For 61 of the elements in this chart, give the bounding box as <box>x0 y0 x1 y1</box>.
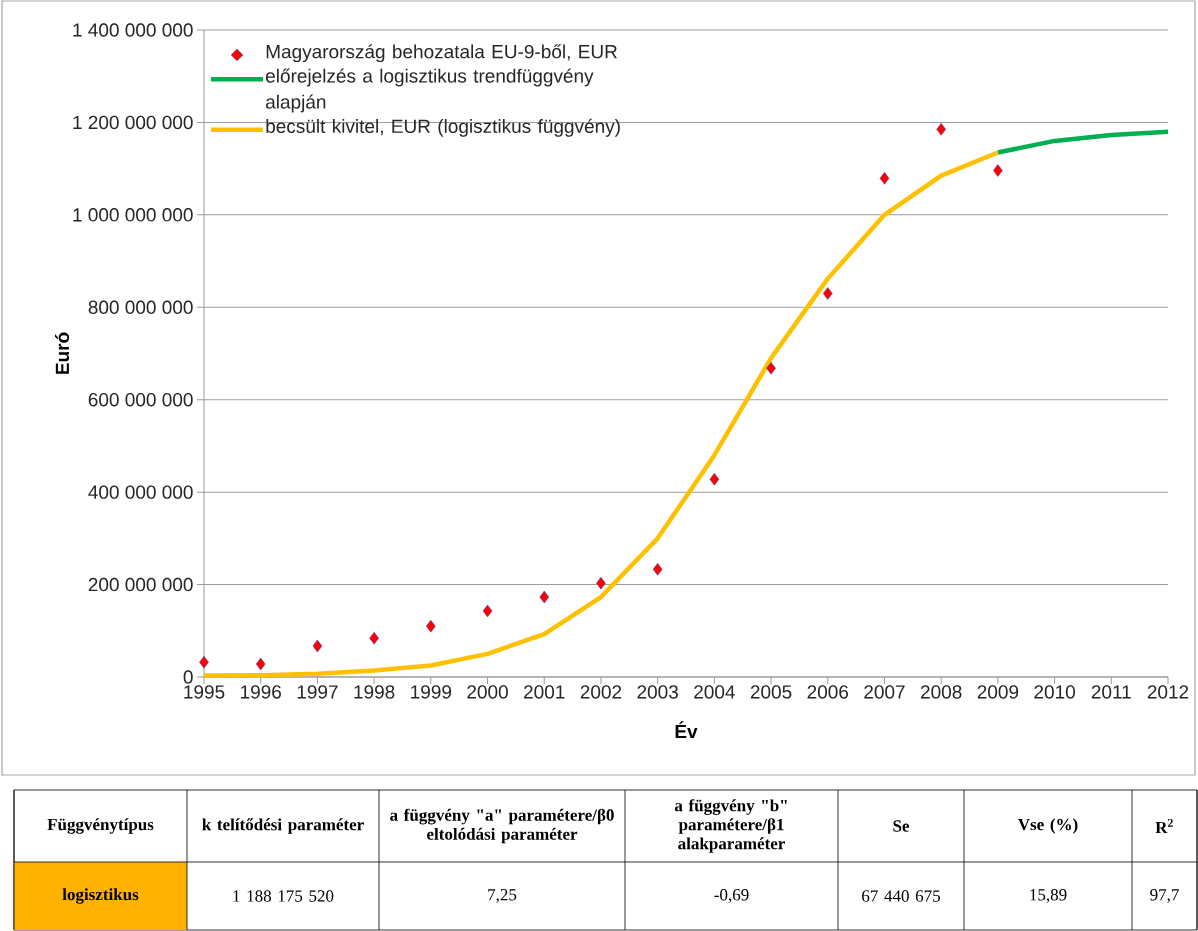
x-tick-label: 1999 <box>411 685 452 699</box>
point <box>426 619 436 633</box>
line-series <box>201 150 1001 678</box>
x-tick-label: 2001 <box>524 685 565 699</box>
text: -0,69 <box>714 889 749 903</box>
legend-label: Magyarország behozatala EU-9-ből, EUR <box>266 44 617 63</box>
text: logisztikus <box>62 888 139 904</box>
point <box>993 164 1003 177</box>
x-tick-label: 1998 <box>354 685 395 699</box>
y-tick-label: 1 200 000 000 <box>73 115 193 130</box>
x-tick-label: 2007 <box>864 685 905 699</box>
point <box>822 287 833 300</box>
x-tick-label: 2005 <box>750 685 792 699</box>
line-series <box>995 129 1171 155</box>
point <box>652 563 663 576</box>
x-tick-label: 1997 <box>297 685 338 699</box>
text: k telítődési paraméter <box>202 818 364 834</box>
point <box>879 172 890 185</box>
text: 97,7 <box>1150 889 1179 903</box>
x-tick-label: 1995 <box>184 685 225 699</box>
x-tick-label: 2009 <box>977 685 1019 699</box>
y-axis-title: Euró <box>54 332 70 374</box>
y-tick-label: 400 000 000 <box>88 485 193 499</box>
y-tick-label: 0 <box>183 670 193 684</box>
text: a függvény "a" paramétere/β0 eltolódási paraméter <box>390 808 614 844</box>
text: 15,89 <box>1030 889 1067 903</box>
text: a függvény "b" paramétere/β1 alakparaméter <box>674 799 787 853</box>
text: Vse (%) <box>1017 818 1078 834</box>
point <box>709 472 720 486</box>
text: Függvénytípus <box>47 818 154 834</box>
x-tick-label: 1996 <box>241 685 281 699</box>
point <box>596 576 606 590</box>
point <box>936 123 946 136</box>
point <box>766 361 776 375</box>
x-axis-title: Év <box>675 721 698 739</box>
x-tick-label: 2011 <box>1091 685 1131 699</box>
y-tick-label: 1 000 000 000 <box>73 208 193 222</box>
text: R$^{2}$ <box>1155 818 1173 834</box>
x-tick-label: 2008 <box>921 685 962 699</box>
x-tick-label: 2012 <box>1147 685 1189 699</box>
y-tick-label: 600 000 000 <box>88 392 193 407</box>
legend-label: becsült kivitel, EUR (logisztikus függvény) <box>266 118 620 137</box>
x-tick-label: 2010 <box>1034 685 1075 699</box>
point <box>539 590 550 604</box>
y-tick-label: 200 000 000 <box>88 577 193 592</box>
point <box>199 655 209 669</box>
y-tick-label: 800 000 000 <box>88 300 193 315</box>
text: 67 440 675 <box>862 890 941 902</box>
y-tick-label: 1 400 000 000 <box>73 23 193 37</box>
x-tick-label: 2004 <box>694 685 735 699</box>
x-tick-label: 2000 <box>467 685 508 699</box>
point <box>255 657 266 671</box>
point <box>369 631 379 645</box>
x-tick-label: 2002 <box>580 685 622 699</box>
point <box>312 639 323 653</box>
text: 7,25 <box>488 889 517 903</box>
point <box>482 604 493 618</box>
x-tick-label: 2003 <box>637 685 678 699</box>
text: 1 188 175 520 <box>233 890 334 902</box>
text: Se <box>893 820 910 832</box>
x-tick-label: 2006 <box>807 685 849 699</box>
